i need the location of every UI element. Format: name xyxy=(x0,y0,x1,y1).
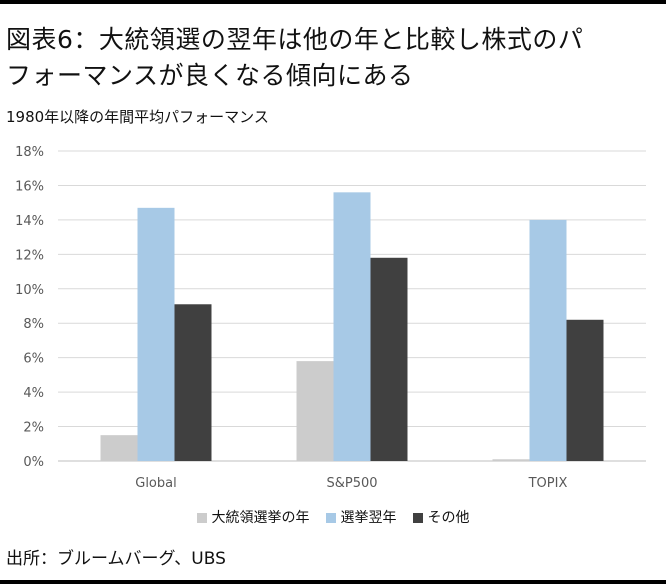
bar xyxy=(137,207,175,461)
y-tick-label: 14% xyxy=(15,214,44,229)
bar xyxy=(370,257,408,461)
legend-label: 選挙翌年 xyxy=(340,510,397,526)
chart-title-line1: 図表6：大統領選の翌年は他の年と比較し株式のパ xyxy=(6,25,584,54)
chart-title-line2: フォーマンスが良くなる傾向にある xyxy=(6,61,414,90)
y-tick-label: 6% xyxy=(23,352,44,367)
bar xyxy=(492,459,530,461)
bottom-rule xyxy=(0,580,666,584)
legend-item: その他 xyxy=(412,508,470,528)
y-tick-label: 8% xyxy=(23,317,44,332)
legend-item: 選挙翌年 xyxy=(325,508,397,528)
y-tick-label: 4% xyxy=(23,386,44,401)
y-tick-label: 16% xyxy=(15,179,44,194)
x-tick-label: S&P500 xyxy=(326,476,377,491)
legend-swatch xyxy=(325,513,336,523)
legend-item: 大統領選挙の年 xyxy=(196,508,310,528)
bar xyxy=(566,319,604,461)
legend-label: その他 xyxy=(427,510,470,526)
bar xyxy=(296,361,334,461)
x-tick-label: Global xyxy=(135,476,176,491)
source-note: 出所：ブルームバーグ、UBS xyxy=(6,549,226,569)
legend-swatch xyxy=(196,513,207,523)
chart-subtitle: 1980年以降の年間平均パフォーマンス xyxy=(6,108,269,126)
bar xyxy=(100,435,138,461)
y-tick-label: 10% xyxy=(15,283,44,298)
y-tick-label: 12% xyxy=(15,248,44,263)
legend-swatch xyxy=(412,513,423,523)
y-tick-label: 2% xyxy=(23,421,44,436)
chart-legend: 大統領選挙の年 選挙翌年 その他 xyxy=(0,508,666,529)
bar-chart: 0% 2% 4% 6% 8% 10% 12% 14% 16% 18% Global S&P500 TOP… xyxy=(15,145,646,491)
bar xyxy=(333,192,371,462)
y-tick-label: 18% xyxy=(15,145,44,160)
bar xyxy=(174,304,212,461)
bar xyxy=(529,219,567,461)
y-tick-label: 0% xyxy=(23,455,44,470)
legend-label: 大統領選挙の年 xyxy=(211,510,310,526)
top-rule xyxy=(0,0,666,4)
x-tick-label: TOPIX xyxy=(528,476,568,491)
